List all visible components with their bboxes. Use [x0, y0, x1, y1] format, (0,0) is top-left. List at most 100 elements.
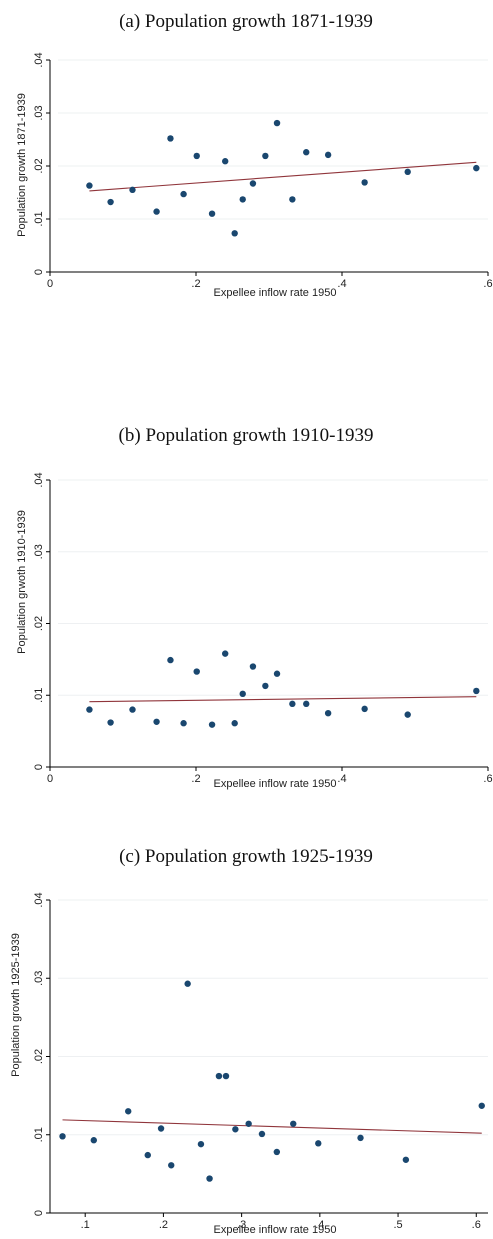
- scatter-point: [262, 682, 269, 690]
- scatter-point: [144, 1151, 151, 1159]
- scatter-point: [273, 119, 281, 127]
- y-tick-label: 0: [33, 764, 45, 770]
- y-tick-label: 0: [33, 1210, 45, 1216]
- y-tick-label: .01: [33, 211, 45, 226]
- scatter-point: [402, 1156, 410, 1163]
- scatter-point: [473, 687, 480, 695]
- x-tick-label: 0: [47, 278, 53, 290]
- x-tick-label: .3: [237, 1219, 246, 1231]
- y-tick-label: .02: [33, 616, 45, 631]
- scatter-point: [404, 168, 411, 176]
- x-axis-label: Expellee inflow rate 1950: [214, 778, 337, 790]
- chart-title: (b) Population growth 1910-1939: [119, 425, 374, 446]
- scatter-point: [404, 711, 411, 718]
- scatter-point: [59, 1133, 66, 1140]
- scatter-point: [262, 152, 269, 160]
- scatter-point: [303, 700, 310, 708]
- scatter-point: [153, 718, 160, 725]
- scatter-point: [167, 656, 174, 664]
- y-tick-label: .04: [33, 472, 45, 487]
- scatter-point: [180, 720, 187, 727]
- scatter-point: [249, 663, 257, 670]
- panel-c: (c) Population growth 1925-1939 0 .01 .02.…: [10, 846, 488, 1236]
- scatter-point: [129, 706, 136, 713]
- x-tick-label: .2: [191, 278, 200, 290]
- y-tick-label: .03: [33, 544, 45, 559]
- scatter-point: [245, 1120, 252, 1127]
- y-axis-label: Population growth 1925-1939: [10, 933, 22, 1077]
- scatter-point: [86, 706, 93, 713]
- scatter-point: [208, 721, 216, 728]
- x-tick-label: .2: [191, 773, 200, 785]
- y-axis-label: Population grwoth 1910-1939: [16, 510, 28, 654]
- scatter-point: [129, 186, 136, 194]
- scatter-point: [324, 709, 332, 717]
- scatter-point: [125, 1108, 132, 1115]
- scatter-point: [324, 151, 332, 159]
- x-tick-label: .6: [472, 1219, 481, 1231]
- scatter-point: [315, 1140, 322, 1147]
- y-tick-label: .04: [33, 52, 45, 67]
- y-tick-label: .04: [33, 892, 45, 907]
- y-tick-label: .01: [33, 1127, 45, 1142]
- scatter-point: [232, 1126, 239, 1133]
- scatter-point: [193, 668, 200, 675]
- scatter-point: [157, 1125, 165, 1132]
- x-tick-label: .6: [483, 278, 492, 290]
- panel-b: (b) Population growth 1910-1939 0 .01 .02.…: [16, 425, 493, 790]
- scatter-point: [361, 705, 368, 713]
- scatter-point: [206, 1175, 213, 1182]
- scatter-point: [153, 208, 160, 215]
- fit-line: [62, 1119, 482, 1134]
- scatter-point: [222, 1072, 230, 1080]
- panel-a: (a) Population growth 1871-1939 0 .01 .02.…: [16, 11, 493, 299]
- y-tick-label: .03: [33, 971, 45, 986]
- chart-title: (c) Population growth 1925-1939: [119, 846, 373, 867]
- y-axis-label: Population growth 1871-1939: [16, 93, 28, 237]
- scatter-point: [357, 1134, 364, 1142]
- y-tick-label: .03: [33, 105, 45, 120]
- scatter-point: [239, 690, 246, 698]
- scatter-point: [215, 1072, 223, 1080]
- scatter-point: [184, 980, 191, 987]
- scatter-point: [208, 210, 216, 217]
- scatter-point: [303, 149, 310, 156]
- scatter-point: [289, 196, 296, 203]
- fit-line: [89, 696, 477, 703]
- x-tick-label: .4: [337, 773, 346, 785]
- scatter-point: [478, 1102, 485, 1109]
- scatter-point: [90, 1137, 98, 1144]
- scatter-point: [222, 158, 229, 165]
- scatter-point: [107, 719, 114, 726]
- x-tick-label: .4: [315, 1219, 324, 1231]
- fit-line: [89, 161, 477, 192]
- x-axis-label: Expellee inflow rate 1950: [214, 1224, 337, 1236]
- scatter-point: [231, 720, 238, 727]
- scatter-point: [361, 179, 368, 186]
- x-axis-label: Expellee inflow rate 1950: [214, 287, 337, 299]
- y-tick-label: 0: [33, 269, 45, 275]
- y-tick-label: .02: [33, 158, 45, 173]
- scatter-point: [197, 1140, 205, 1148]
- scatter-point: [222, 650, 229, 657]
- scatter-point: [273, 670, 281, 677]
- scatter-point: [258, 1130, 266, 1138]
- scatter-point: [168, 1162, 175, 1169]
- x-tick-label: .6: [483, 773, 492, 785]
- scatter-point: [86, 182, 93, 189]
- scatter-point: [231, 230, 238, 237]
- scatter-point: [107, 198, 114, 206]
- x-tick-label: 0: [47, 773, 53, 785]
- x-tick-label: .1: [81, 1219, 90, 1231]
- scatter-point: [473, 164, 480, 172]
- scatter-point: [167, 135, 174, 142]
- x-tick-label: .4: [337, 278, 346, 290]
- chart-title: (a) Population growth 1871-1939: [119, 11, 373, 32]
- y-tick-label: .01: [33, 688, 45, 703]
- x-tick-label: .5: [393, 1219, 402, 1231]
- scatter-point: [249, 180, 257, 187]
- scatter-point: [193, 152, 200, 160]
- scatter-point: [239, 196, 246, 203]
- x-tick-label: .2: [159, 1219, 168, 1231]
